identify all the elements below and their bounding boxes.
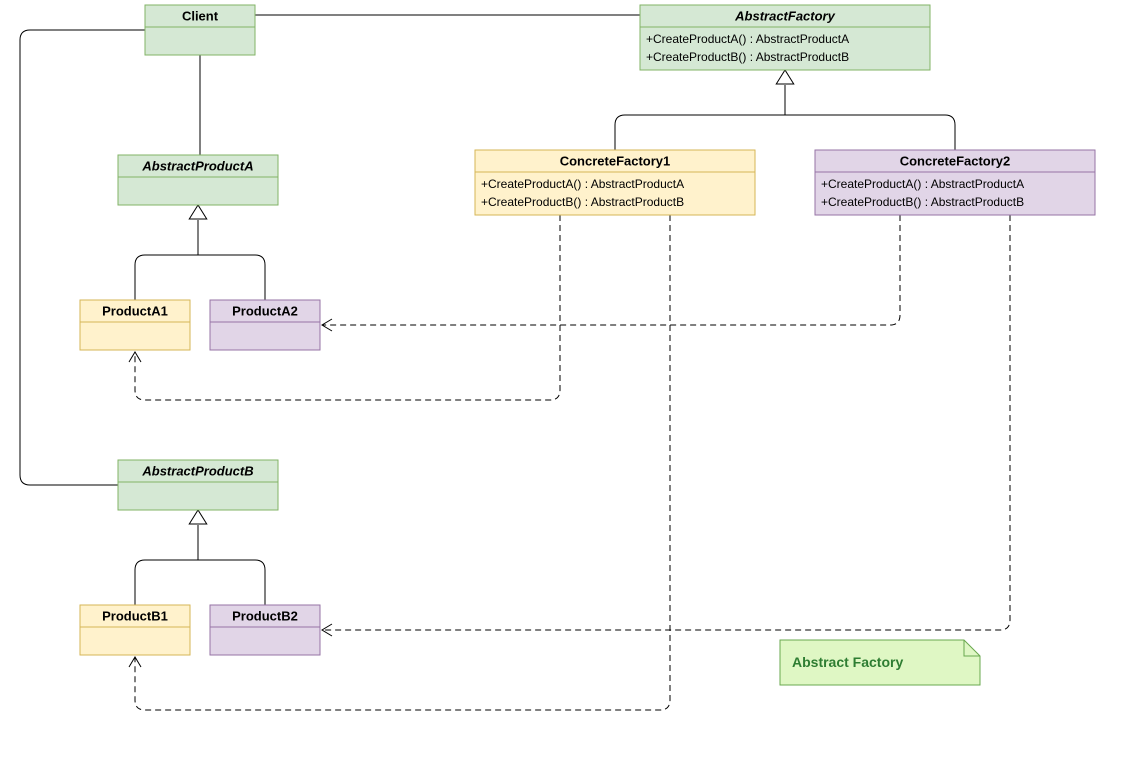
class-member: +CreateProductB() : AbstractProductB xyxy=(821,195,1024,209)
class-title: ProductB2 xyxy=(232,608,298,623)
class-concreteFactory2: ConcreteFactory2 +CreateProductA() : Abst… xyxy=(815,150,1095,215)
class-member: +CreateProductB() : AbstractProductB xyxy=(646,50,849,64)
class-member: +CreateProductA() : AbstractProductA xyxy=(481,177,684,191)
class-title: AbstractProductB xyxy=(141,463,253,478)
class-abstractProductA: AbstractProductA xyxy=(118,155,278,205)
class-title: ProductB1 xyxy=(102,608,168,623)
class-title: Client xyxy=(182,8,219,23)
class-client: Client xyxy=(145,5,255,55)
class-title: AbstractFactory xyxy=(734,8,835,23)
class-member: +CreateProductB() : AbstractProductB xyxy=(481,195,684,209)
class-title: ConcreteFactory2 xyxy=(900,153,1011,168)
class-title: ConcreteFactory1 xyxy=(560,153,671,168)
class-title: ProductA2 xyxy=(232,303,298,318)
diagram-note: Abstract Factory xyxy=(792,654,903,670)
class-productB1: ProductB1 xyxy=(80,605,190,655)
class-title: AbstractProductA xyxy=(141,158,253,173)
class-member: +CreateProductA() : AbstractProductA xyxy=(821,177,1024,191)
class-member: +CreateProductA() : AbstractProductA xyxy=(646,32,849,46)
class-concreteFactory1: ConcreteFactory1 +CreateProductA() : Abst… xyxy=(475,150,755,215)
class-abstractFactory: AbstractFactory +CreateProductA() : Abstr… xyxy=(640,5,930,70)
class-title: ProductA1 xyxy=(102,303,168,318)
class-productA2: ProductA2 xyxy=(210,300,320,350)
class-abstractProductB: AbstractProductB xyxy=(118,460,278,510)
class-productB2: ProductB2 xyxy=(210,605,320,655)
uml-diagram: Client AbstractFactory +CreateProductA() :… xyxy=(0,0,1130,765)
class-productA1: ProductA1 xyxy=(80,300,190,350)
